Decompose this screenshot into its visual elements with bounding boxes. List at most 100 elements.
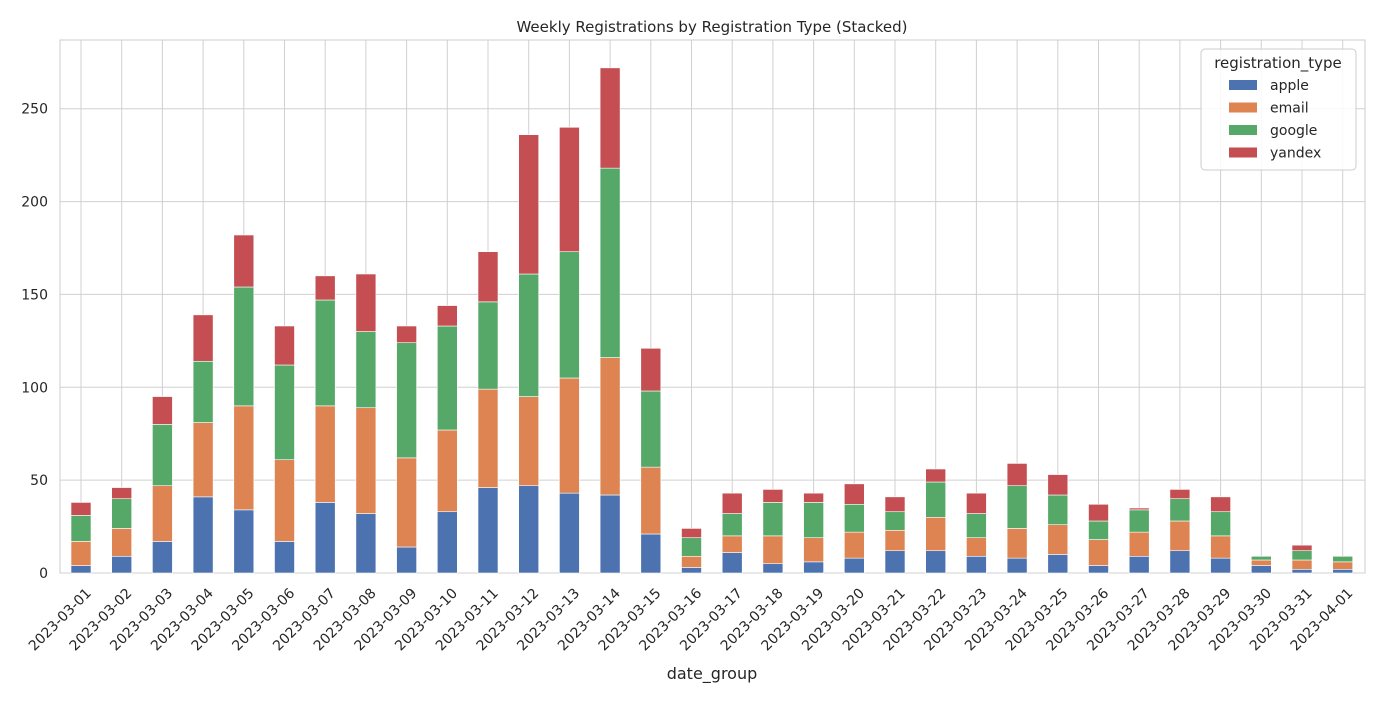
bar-segment-google — [843, 503, 865, 533]
bar-segment-email — [1291, 559, 1313, 570]
bar-segment-google — [314, 299, 336, 407]
bar-segment-apple — [192, 496, 214, 574]
bar-segment-google — [192, 360, 214, 423]
legend-swatch-email — [1229, 102, 1257, 113]
bar-segment-apple — [1210, 557, 1231, 574]
bar-segment-apple — [599, 494, 621, 574]
bar-segment-yandex — [1210, 496, 1231, 513]
bar-segment-yandex — [803, 492, 824, 503]
y-axis-ticks: 0 50 100 150 200 250 — [21, 102, 48, 582]
bar-segment-google — [355, 331, 377, 409]
bar-segment-apple — [436, 511, 458, 574]
bar-segment-apple — [396, 546, 417, 574]
bar-segment-email — [477, 388, 499, 488]
legend: registration_type apple email google yandex — [1200, 48, 1357, 171]
bar-segment-yandex — [1088, 503, 1109, 522]
bar-segment-google — [233, 286, 255, 407]
legend-label-email: email — [1270, 101, 1309, 117]
legend-label-google: google — [1270, 123, 1317, 139]
bar-segment-yandex — [1291, 544, 1313, 552]
legend-label-yandex: yandex — [1270, 146, 1321, 162]
plot-frame — [59, 39, 1366, 574]
bar-segment-email — [518, 396, 540, 487]
bar-segment-apple — [681, 567, 702, 574]
bar-segment-apple — [640, 533, 662, 574]
legend-swatch-google — [1229, 125, 1257, 135]
bar-segment-apple — [477, 487, 499, 574]
legend-title: registration_type — [1214, 54, 1342, 73]
bar-segment-apple — [1047, 554, 1069, 574]
bar-segment-google — [884, 511, 906, 531]
bar-segment-apple — [1332, 568, 1353, 574]
bar-segment-apple — [152, 541, 173, 574]
bar-segment-apple — [1169, 550, 1191, 574]
y-tick-label: 50 — [30, 473, 48, 489]
bar-segment-yandex — [681, 528, 702, 539]
bar-segment-google — [762, 502, 784, 537]
bar-segment-apple — [233, 509, 255, 574]
bar-segment-yandex — [274, 325, 295, 366]
bar-segment-google — [925, 481, 947, 518]
chart-title: Weekly Registrations by Registration Typ… — [516, 18, 907, 36]
bar-segment-yandex — [518, 134, 540, 275]
bar-segment-email — [192, 422, 214, 498]
bar-segment-google — [1088, 520, 1109, 540]
bar-segment-apple — [925, 550, 947, 574]
bar-segment-email — [70, 541, 92, 566]
bar-segment-apple — [314, 502, 336, 574]
bar-segment-apple — [1291, 568, 1313, 574]
bar-segment-email — [314, 405, 336, 503]
bar-segment-google — [1128, 509, 1150, 533]
bar-segment-email — [599, 357, 621, 496]
bar-segment-yandex — [477, 251, 499, 303]
y-tick-label: 150 — [21, 287, 48, 303]
bar-segment-yandex — [192, 314, 214, 362]
bar-segment-google — [1047, 494, 1069, 526]
bar-segment-apple — [559, 492, 580, 574]
bar-segment-email — [1128, 531, 1150, 557]
y-tick-label: 250 — [21, 102, 48, 118]
y-tick-label: 0 — [39, 566, 48, 582]
legend-label-apple: apple — [1270, 78, 1309, 94]
bar-segment-email — [803, 537, 824, 563]
bar-segment-apple — [1128, 555, 1150, 574]
bar-segment-yandex — [355, 273, 377, 332]
bar-segment-apple — [843, 557, 865, 574]
bar-segment-google — [803, 502, 824, 539]
bar-segment-yandex — [762, 489, 784, 503]
bar-segment-email — [396, 457, 417, 548]
bar-segment-email — [355, 407, 377, 514]
bar-segment-email — [1210, 535, 1231, 559]
bar-segment-yandex — [1128, 507, 1150, 511]
bar-segment-apple — [274, 541, 295, 574]
bar-segment-apple — [884, 550, 906, 574]
bar-segment-google — [1291, 550, 1313, 561]
bar-segment-yandex — [314, 275, 336, 301]
bar-segment-google — [436, 325, 458, 431]
bar-segment-apple — [762, 563, 784, 574]
y-tick-label: 200 — [21, 195, 48, 211]
bar-segment-google — [152, 424, 173, 487]
bar-segment-yandex — [599, 67, 621, 169]
bar-segment-email — [681, 555, 702, 568]
bar-segment-yandex — [1169, 489, 1191, 500]
bar-segment-email — [1006, 528, 1028, 559]
bar-segment-google — [966, 513, 987, 539]
bar-segment-email — [1047, 524, 1069, 555]
bar-segment-apple — [111, 555, 132, 574]
bar-segment-apple — [355, 513, 377, 574]
bar-segment-google — [477, 301, 499, 390]
bar-segment-google — [1251, 555, 1272, 561]
bar-segment-google — [681, 537, 702, 557]
bar-segment-google — [274, 364, 295, 461]
bar-segment-email — [884, 529, 906, 552]
bar-segment-email — [1088, 539, 1109, 566]
bar-segment-email — [1169, 520, 1191, 552]
bar-segment-email — [111, 528, 132, 557]
bar-segment-apple — [721, 552, 743, 574]
bar-segment-google — [599, 167, 621, 358]
bar-segment-google — [70, 515, 92, 542]
bar-segment-apple — [1251, 565, 1272, 574]
bar-segment-email — [436, 429, 458, 513]
